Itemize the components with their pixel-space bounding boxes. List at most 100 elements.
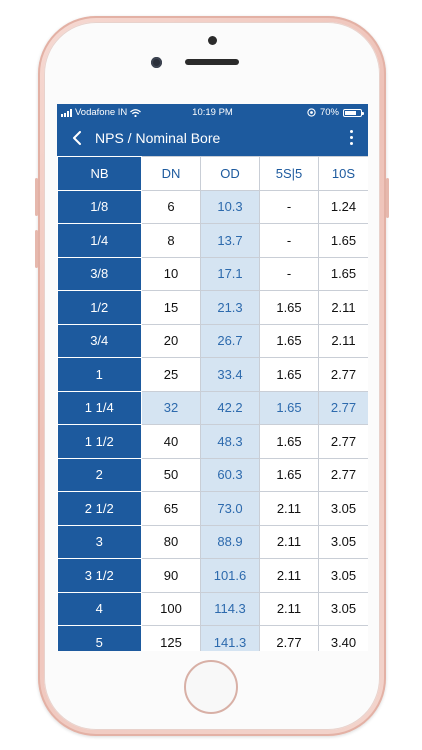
od-cell: 17.1 xyxy=(200,256,260,291)
dn-cell: 50 xyxy=(141,457,201,492)
nb-cell: 1/2 xyxy=(57,290,142,325)
column-header-nb[interactable]: NB xyxy=(57,156,142,191)
sch-5s-cell: 1.65 xyxy=(259,357,319,392)
dn-cell: 32 xyxy=(141,390,201,425)
pipe-size-table: NB DN OD 5S|5 10S 1/8 6 10.3-1.24 1/4 8 13.7-… xyxy=(57,156,368,651)
sch-5s-cell: - xyxy=(259,223,319,258)
od-cell: 10.3 xyxy=(200,189,260,224)
table-row[interactable]: 2 1/2 65 73.0 2.11 3.05 xyxy=(57,491,368,526)
sch-5s-cell: 2.11 xyxy=(259,524,319,559)
nb-cell: 3/4 xyxy=(57,323,142,358)
nb-cell: 3 xyxy=(57,524,142,559)
dn-cell: 20 xyxy=(141,323,201,358)
app-screen: Vodafone IN 10:19 PM 70% NPS / Nominal B… xyxy=(57,104,368,651)
sch-5s-cell: 2.11 xyxy=(259,558,319,593)
nb-cell: 2 1/2 xyxy=(57,491,142,526)
sch-5s-cell: - xyxy=(259,189,319,224)
sch-10s-cell: 2.11 xyxy=(318,323,368,358)
status-time: 10:19 PM xyxy=(192,107,233,118)
dn-cell: 90 xyxy=(141,558,201,593)
signal-icon xyxy=(61,108,72,117)
table-row[interactable]: 5 125 141.3 2.77 3.40 xyxy=(57,625,368,651)
table-row[interactable]: 3 1/2 90 101.6 2.11 3.05 xyxy=(57,558,368,593)
od-cell: 88.9 xyxy=(200,524,260,559)
nb-cell: 1 1/2 xyxy=(57,424,142,459)
sch-10s-cell: 3.05 xyxy=(318,558,368,593)
table-row[interactable]: 2 50 60.3 1.65 2.77 xyxy=(57,457,368,492)
od-cell: 33.4 xyxy=(200,357,260,392)
app-header: NPS / Nominal Bore xyxy=(57,121,368,156)
sch-10s-cell: 3.05 xyxy=(318,591,368,626)
table-header-row: NB DN OD 5S|5 10S xyxy=(57,156,368,191)
od-cell: 141.3 xyxy=(200,625,260,651)
table-row[interactable]: 1/4 8 13.7-1.65 xyxy=(57,223,368,258)
dn-cell: 6 xyxy=(141,189,201,224)
column-header-10s[interactable]: 10S xyxy=(318,156,368,191)
sch-5s-cell: 1.65 xyxy=(259,390,319,425)
table-row[interactable]: 3/8 10 17.1-1.65 xyxy=(57,256,368,291)
sch-10s-cell: 3.40 xyxy=(318,625,368,651)
dn-cell: 25 xyxy=(141,357,201,392)
table-row[interactable]: 4 100 114.3 2.11 3.05 xyxy=(57,591,368,626)
volume-up-button xyxy=(35,178,38,216)
sch-10s-cell: 3.05 xyxy=(318,491,368,526)
table-row[interactable]: 1 1/4 32 42.2 1.65 2.77 xyxy=(57,390,368,425)
nb-cell: 2 xyxy=(57,457,142,492)
more-vertical-icon[interactable] xyxy=(348,130,354,148)
sch-10s-cell: 2.11 xyxy=(318,290,368,325)
table-row[interactable]: 1 1/2 40 48.3 1.65 2.77 xyxy=(57,424,368,459)
dn-cell: 10 xyxy=(141,256,201,291)
table-row[interactable]: 1 25 33.4 1.65 2.77 xyxy=(57,357,368,392)
nb-cell: 5 xyxy=(57,625,142,651)
table-row[interactable]: 3 80 88.9 2.11 3.05 xyxy=(57,524,368,559)
power-button xyxy=(386,178,389,218)
od-cell: 101.6 xyxy=(200,558,260,593)
table-row[interactable]: 1/2 15 21.3 1.65 2.11 xyxy=(57,290,368,325)
table-row[interactable]: 3/4 20 26.7 1.65 2.11 xyxy=(57,323,368,358)
dn-cell: 100 xyxy=(141,591,201,626)
nb-cell: 3 1/2 xyxy=(57,558,142,593)
sch-5s-cell: 2.11 xyxy=(259,591,319,626)
sch-10s-cell: 1.65 xyxy=(318,256,368,291)
sch-5s-cell: 1.65 xyxy=(259,323,319,358)
nb-cell: 3/8 xyxy=(57,256,142,291)
nb-cell: 1 1/4 xyxy=(57,390,142,425)
carrier-label: Vodafone IN xyxy=(75,107,128,118)
nb-cell: 1/4 xyxy=(57,223,142,258)
chevron-left-icon[interactable] xyxy=(71,131,83,145)
nb-cell: 1/8 xyxy=(57,189,142,224)
table-row[interactable]: 1/8 6 10.3-1.24 xyxy=(57,189,368,224)
od-cell: 13.7 xyxy=(200,223,260,258)
dn-cell: 15 xyxy=(141,290,201,325)
dn-cell: 65 xyxy=(141,491,201,526)
status-bar: Vodafone IN 10:19 PM 70% xyxy=(57,104,368,121)
od-cell: 73.0 xyxy=(200,491,260,526)
battery-icon xyxy=(343,108,364,117)
sch-5s-cell: 1.65 xyxy=(259,457,319,492)
sch-10s-cell: 2.77 xyxy=(318,357,368,392)
sch-10s-cell: 1.24 xyxy=(318,189,368,224)
sch-10s-cell: 2.77 xyxy=(318,457,368,492)
sch-10s-cell: 2.77 xyxy=(318,424,368,459)
sch-5s-cell: 2.77 xyxy=(259,625,319,651)
column-header-5s[interactable]: 5S|5 xyxy=(259,156,319,191)
od-cell: 60.3 xyxy=(200,457,260,492)
sch-10s-cell: 3.05 xyxy=(318,524,368,559)
earpiece-speaker xyxy=(185,59,239,65)
od-cell: 26.7 xyxy=(200,323,260,358)
sch-10s-cell: 1.65 xyxy=(318,223,368,258)
volume-down-button xyxy=(35,230,38,268)
home-button[interactable] xyxy=(184,660,238,714)
sch-5s-cell: 1.65 xyxy=(259,424,319,459)
page-title: NPS / Nominal Bore xyxy=(95,130,221,146)
front-camera xyxy=(151,57,162,68)
sch-5s-cell: - xyxy=(259,256,319,291)
dn-cell: 40 xyxy=(141,424,201,459)
od-cell: 42.2 xyxy=(200,390,260,425)
column-header-od[interactable]: OD xyxy=(200,156,260,191)
column-header-dn[interactable]: DN xyxy=(141,156,201,191)
sch-10s-cell: 2.77 xyxy=(318,390,368,425)
proximity-sensor xyxy=(208,36,217,45)
od-cell: 114.3 xyxy=(200,591,260,626)
battery-percent: 70% xyxy=(319,107,339,118)
